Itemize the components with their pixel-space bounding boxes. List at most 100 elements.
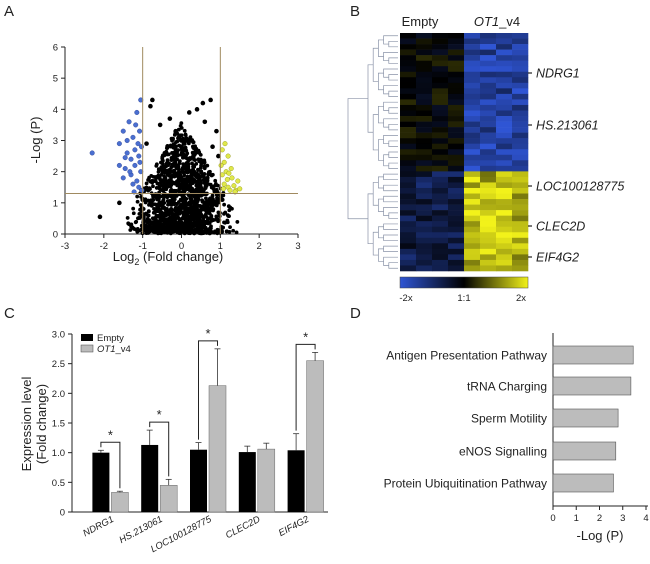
heatmap-cell: [464, 138, 481, 144]
volcano-point-ns: [194, 187, 199, 192]
expression-y-label-line2: (Fold change): [34, 384, 49, 464]
volcano-point-down: [132, 162, 138, 168]
volcano-point-ns: [135, 194, 140, 199]
volcano-point-ns: [150, 97, 155, 103]
dendrogram-branch: [388, 74, 398, 81]
dendrogram-branch: [383, 154, 389, 167]
heatmap-cell: [496, 237, 513, 244]
heatmap-cell: [512, 193, 529, 200]
volcano-point-ns: [189, 193, 194, 198]
volcano-y-tick-label: 3: [53, 136, 58, 147]
heatmap-cell: [480, 182, 497, 189]
heatmap-cell: [432, 88, 449, 95]
dendrogram-branch: [383, 85, 398, 95]
heatmap-cell: [432, 160, 449, 167]
volcano-point-down: [126, 119, 132, 125]
volcano-point-ns: [168, 170, 173, 175]
bar-empty: [238, 452, 256, 512]
volcano-point-ns: [167, 181, 171, 185]
heatmap-cell: [448, 165, 465, 172]
dendrogram-branch: [372, 47, 379, 82]
volcano-point-ns: [178, 226, 183, 230]
volcano-point-ns: [178, 220, 183, 224]
heatmap-cell: [416, 237, 433, 244]
volcano-point-ns: [188, 223, 193, 228]
volcano-point-ns: [181, 193, 186, 198]
expression-y-label-line1: Expression level: [19, 377, 34, 472]
volcano-point-ns: [204, 178, 209, 182]
panel-c: C 00.51.01.52.02.53.0 *** * NDRG1 HS.21306…: [4, 305, 328, 555]
heatmap-cell: [432, 149, 449, 156]
pathway-x-tick-label: 3: [620, 513, 625, 524]
heatmap-cell: [512, 77, 529, 84]
volcano-point-ns: [158, 177, 163, 182]
dendrogram-branch: [367, 193, 374, 245]
heatmap-cell: [400, 265, 417, 272]
volcano-point-ns: [162, 151, 167, 155]
heatmap-cell: [480, 110, 497, 117]
heatmap-cell: [400, 215, 417, 222]
heatmap-cell: [416, 110, 433, 117]
volcano-point-ns: [145, 230, 149, 235]
heatmap-cell: [512, 66, 529, 73]
heatmap-cell: [496, 66, 513, 73]
heatmap-cell: [416, 215, 433, 222]
heatmap-cell: [512, 60, 529, 67]
heatmap-cell: [416, 149, 433, 156]
volcano-point-ns: [159, 160, 163, 165]
heatmap-cell: [496, 187, 513, 194]
heatmap-cell: [448, 154, 465, 161]
heatmap-cell: [480, 71, 497, 78]
volcano-point-ns: [182, 146, 187, 151]
volcano-ticks: -3 -2 -1 0 1 2 3 0 1 2 3 4 5 6: [53, 43, 301, 253]
volcano-y-tick-label: 2: [53, 167, 58, 178]
heatmap-cell: [496, 77, 513, 84]
significance-bracket: [198, 340, 218, 440]
pathway-x-tick-label: 4: [643, 513, 648, 524]
dendrogram-branch: [383, 256, 398, 266]
heatmap-cell: [512, 116, 529, 122]
heatmap-cell: [448, 55, 465, 61]
heatmap-cell: [496, 88, 513, 95]
heatmap-cell: [480, 160, 497, 167]
heatmap-cell: [512, 199, 529, 205]
volcano-x-label: Log2 (Fold change): [113, 249, 224, 267]
volcano-point-ns: [144, 181, 149, 186]
heatmap-cell: [448, 149, 465, 156]
expression-category-label: NDRG1: [81, 514, 116, 539]
heatmap-cell: [448, 93, 465, 100]
heatmap-cell: [464, 99, 481, 106]
bar-empty: [141, 444, 159, 512]
volcano-x-tick-label: 3: [295, 241, 300, 252]
volcano-point-ns: [144, 141, 149, 146]
volcano-point-ns: [170, 223, 174, 228]
volcano-point-ns: [196, 157, 201, 162]
expression-y-tick-label: 3.0: [52, 330, 65, 341]
heatmap-cell: [512, 221, 529, 228]
heatmap-cell: [400, 44, 417, 50]
heatmap-cell: [512, 44, 529, 50]
dendrogram-branch: [372, 182, 379, 206]
pathway-label: eNOS Signalling: [459, 445, 547, 459]
volcano-point-ns: [207, 196, 212, 201]
volcano-point-ns: [199, 169, 204, 174]
heatmap-cell: [512, 210, 529, 216]
volcano-point-ns: [143, 200, 148, 205]
heatmap-cell: [496, 243, 513, 250]
volcano-point-ns: [150, 178, 155, 183]
heatmap-cell: [480, 33, 497, 39]
volcano-point-ns: [204, 192, 209, 197]
heatmap-cell: [416, 132, 433, 139]
heatmap-cell: [416, 199, 433, 205]
heatmap-cell: [512, 248, 529, 255]
heatmap-cell: [448, 210, 465, 216]
volcano-point-ns: [177, 211, 182, 216]
volcano-point-ns: [216, 199, 221, 204]
volcano-point-ns: [178, 186, 183, 191]
volcano-point-ns: [216, 219, 221, 224]
dendrogram-branch: [378, 198, 384, 212]
heatmap-cell: [400, 116, 417, 122]
volcano-point-ns: [180, 170, 185, 174]
volcano-point-ns: [158, 187, 163, 192]
volcano-point-ns: [175, 202, 179, 206]
